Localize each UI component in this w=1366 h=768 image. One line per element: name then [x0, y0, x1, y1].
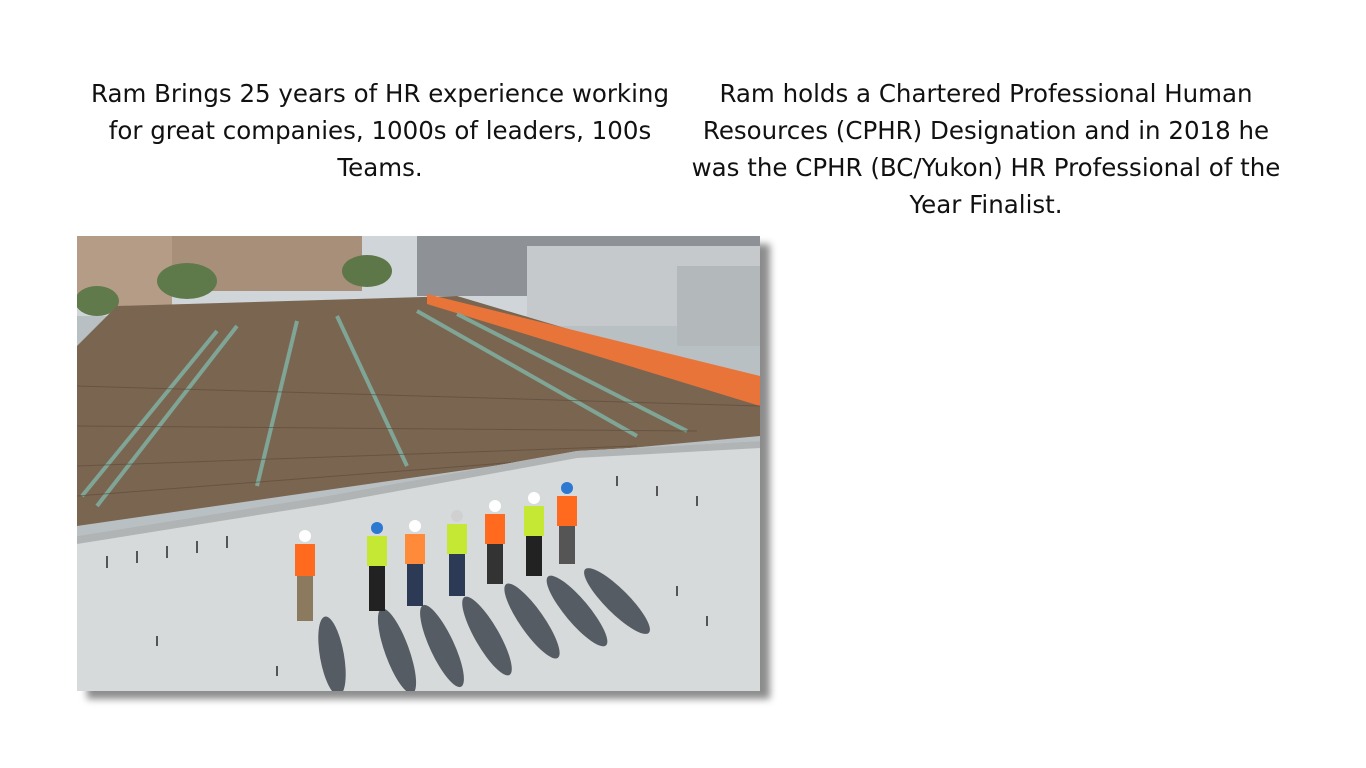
construction-site-photo [77, 236, 760, 691]
designation-text: Ram holds a Chartered Professional Human… [691, 79, 1281, 219]
experience-text: Ram Brings 25 years of HR experience wor… [90, 79, 670, 182]
